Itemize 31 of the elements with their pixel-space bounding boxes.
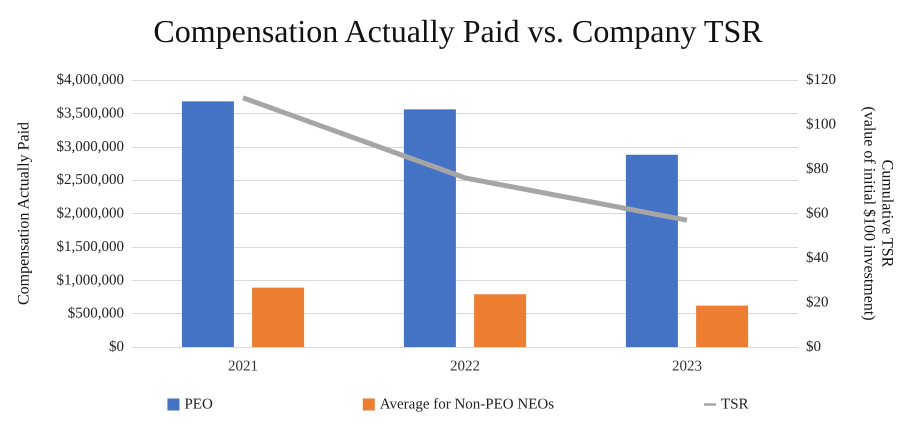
y2-tick-label: $60 bbox=[806, 206, 828, 222]
y2-tick-label: $80 bbox=[806, 161, 828, 177]
chart-title: Compensation Actually Paid vs. Company TSR bbox=[153, 13, 764, 49]
x-tick-label: 2021 bbox=[228, 358, 258, 374]
legend-label: PEO bbox=[184, 396, 213, 412]
y2-tick-label: $40 bbox=[806, 250, 828, 266]
y-tick-label: $0 bbox=[109, 339, 124, 355]
y2-tick-label: $100 bbox=[806, 116, 836, 132]
y-tick-label: $3,000,000 bbox=[56, 138, 124, 155]
y-tick-label: $500,000 bbox=[68, 306, 124, 322]
y-tick-label: $1,000,000 bbox=[56, 272, 124, 288]
y-tick-label: $1,500,000 bbox=[56, 238, 124, 255]
bar bbox=[474, 294, 526, 347]
bar bbox=[696, 306, 748, 347]
legend-label: Average for Non-PEO NEOs bbox=[380, 396, 554, 412]
y-tick-label: $2,000,000 bbox=[56, 206, 124, 222]
legend-label: TSR bbox=[721, 396, 749, 412]
y-axis-title: Compensation Actually Paid bbox=[16, 122, 32, 306]
bar bbox=[182, 101, 234, 347]
bar bbox=[252, 288, 304, 347]
y2-tick-label: $20 bbox=[806, 294, 828, 310]
bar bbox=[626, 154, 678, 347]
y2-tick-label: $120 bbox=[806, 72, 836, 88]
y2-tick-label: $0 bbox=[806, 339, 821, 355]
y-tick-label: $3,500,000 bbox=[56, 105, 124, 122]
y-tick-label: $4,000,000 bbox=[56, 72, 124, 88]
x-tick-label: 2023 bbox=[672, 358, 702, 374]
y-tick-label: $2,500,000 bbox=[56, 172, 124, 188]
x-tick-label: 2022 bbox=[450, 358, 480, 374]
bar bbox=[404, 109, 456, 347]
y2-axis-title: Cumulative TSR (value of initial $100 investment) bbox=[860, 106, 896, 321]
